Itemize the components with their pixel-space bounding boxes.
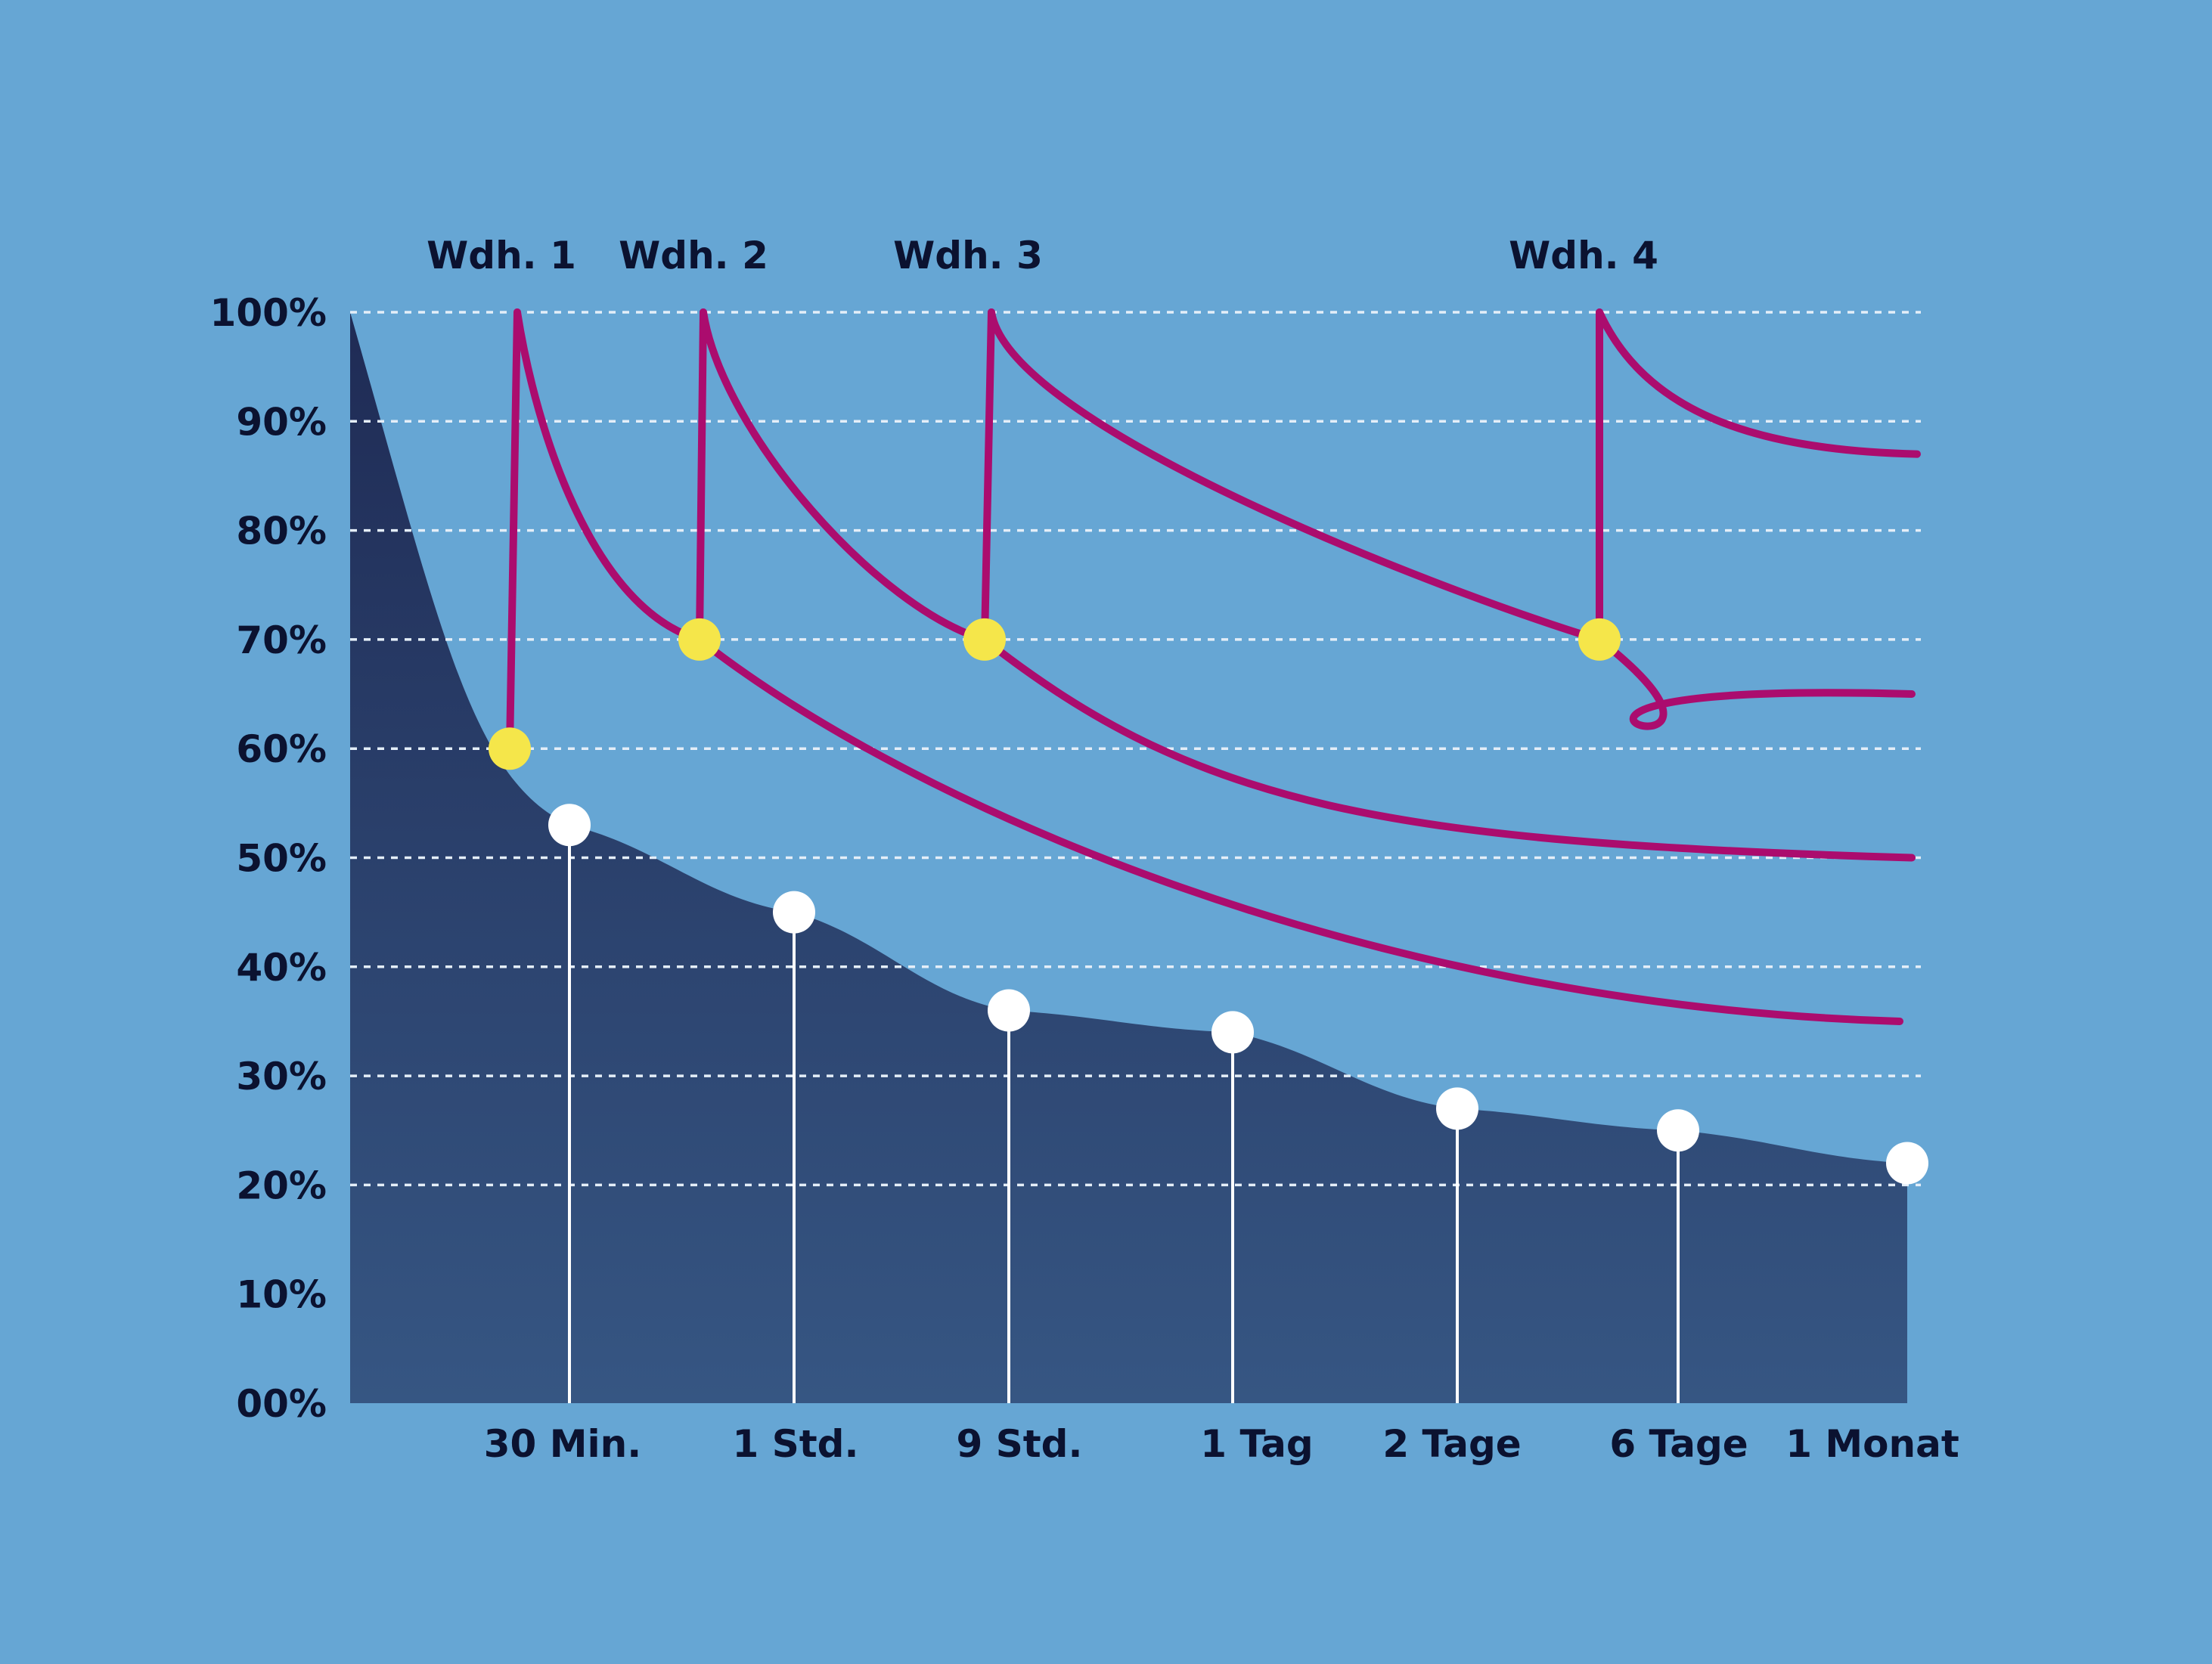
- x-tick-label: 2 Tage: [1382, 1422, 1521, 1466]
- review-label: Wdh. 4: [1509, 234, 1658, 277]
- memory-point: [1657, 1109, 1699, 1152]
- y-tick-label: 70%: [236, 618, 327, 662]
- memory-point: [988, 989, 1030, 1032]
- y-tick-label: 80%: [236, 510, 327, 553]
- y-tick-label: 40%: [236, 946, 327, 990]
- x-tick-label: 6 Tage: [1609, 1422, 1748, 1466]
- review-label: Wdh. 2: [619, 234, 768, 277]
- memory-point: [1436, 1087, 1478, 1130]
- review-point: [1578, 618, 1621, 661]
- memory-point: [1211, 1011, 1254, 1054]
- review-curve: [513, 308, 1903, 1025]
- review-spike: [981, 308, 995, 643]
- y-tick-label: 90%: [236, 400, 327, 444]
- stem-layer: [568, 825, 1680, 1403]
- review-label: Wdh. 1: [427, 234, 576, 277]
- y-tick-label: 60%: [236, 727, 327, 771]
- x-tick-label: 1 Std.: [733, 1422, 859, 1466]
- x-tick-label: 30 Min.: [484, 1422, 641, 1466]
- grid-layer: [350, 311, 1921, 1187]
- y-tick-label: 10%: [236, 1273, 327, 1317]
- review-point: [489, 727, 531, 770]
- label-layer: 00% 10% 20% 30% 40% 50% 60% 70% 80% 90% 100% 30 Min…: [210, 234, 1959, 1466]
- point-layer: [489, 618, 1928, 1185]
- forgetting-area: [350, 312, 1907, 1403]
- y-tick-label: 00%: [236, 1382, 327, 1426]
- review-spike: [506, 308, 521, 753]
- memory-point: [773, 891, 815, 934]
- memory-point: [1886, 1142, 1928, 1185]
- x-tick-label: 9 Std.: [957, 1422, 1083, 1466]
- y-tick-label: 50%: [236, 837, 327, 881]
- review-label: Wdh. 3: [893, 234, 1043, 277]
- review-point: [678, 618, 721, 661]
- y-tick-label: 100%: [210, 291, 327, 335]
- y-tick-label: 20%: [236, 1164, 327, 1207]
- x-tick-label: 1 Monat: [1785, 1422, 1959, 1466]
- x-tick-label: 1 Tag: [1200, 1422, 1313, 1466]
- y-tick-label: 30%: [236, 1055, 327, 1098]
- review-curve: [988, 308, 1916, 730]
- review-spike: [696, 308, 707, 643]
- review-curve-layer: [506, 308, 1921, 1025]
- review-curve: [1596, 308, 1921, 458]
- review-curve: [700, 308, 1916, 862]
- forgetting-area-layer: [350, 312, 1907, 1403]
- memory-point: [548, 804, 591, 847]
- review-point: [963, 618, 1006, 661]
